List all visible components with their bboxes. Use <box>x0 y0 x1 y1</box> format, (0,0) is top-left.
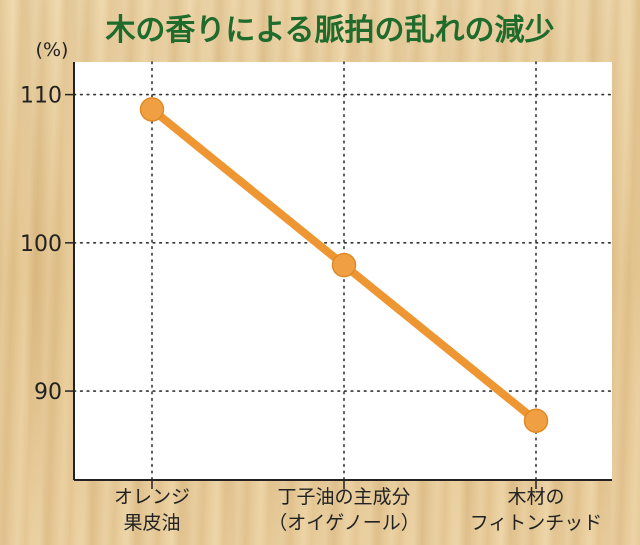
y-tick-label: 100 <box>20 232 62 257</box>
x-tick-label: 丁子油の主成分 <box>277 486 410 508</box>
y-ticks: 90 100 110 <box>20 84 74 405</box>
data-point <box>331 252 357 278</box>
chart-title: 木の香りによる脈拍の乱れの減少 <box>104 13 554 48</box>
series <box>139 97 549 433</box>
y-tick-label: 90 <box>34 380 62 405</box>
data-point <box>139 97 165 122</box>
x-tick-label: フィトンチッド <box>470 512 603 534</box>
x-tick-label: オレンジ <box>114 486 190 508</box>
grid <box>73 61 613 481</box>
x-tick-label: （オイゲノール） <box>268 512 419 534</box>
data-point <box>523 408 549 433</box>
y-unit-label: (%) <box>36 39 69 61</box>
y-tick-label: 110 <box>20 84 62 109</box>
x-tick-label: 木材の <box>507 486 564 508</box>
x-tick-label: 果皮油 <box>123 512 180 534</box>
